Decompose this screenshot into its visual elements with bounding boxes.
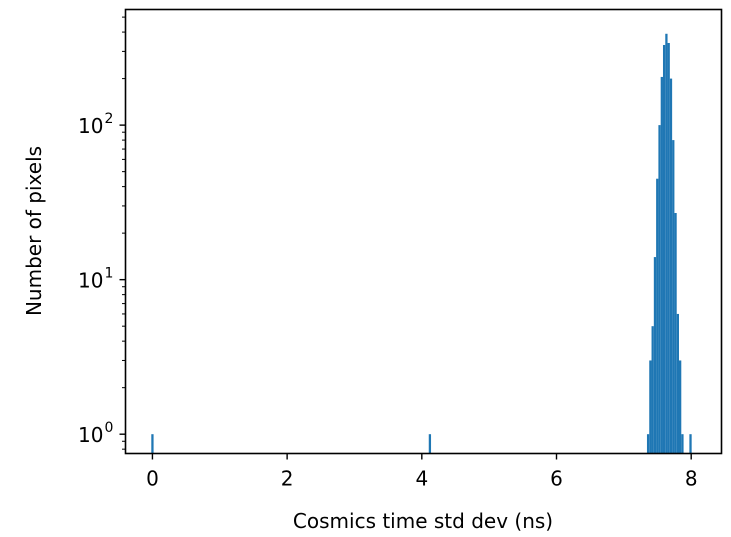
histogram-bar	[672, 140, 675, 454]
histogram-bar	[674, 213, 677, 454]
histogram-bar	[679, 360, 682, 454]
histogram-bar	[667, 42, 670, 454]
x-axis-ticks: 0 2 4 6 8	[146, 453, 698, 491]
histogram-bar	[428, 434, 432, 454]
y-tick-exponent: 2	[105, 111, 114, 127]
histogram-bars	[151, 33, 692, 454]
y-tick-label: 10	[78, 269, 103, 293]
x-axis-label: Cosmics time std dev (ns)	[293, 509, 553, 533]
histogram-bar	[658, 125, 661, 454]
histogram-bar	[649, 360, 652, 454]
histogram-bar	[656, 178, 659, 454]
histogram-bar	[653, 257, 657, 454]
histogram-bar	[676, 313, 679, 454]
x-tick-label: 2	[281, 467, 294, 491]
y-tick-label: 10	[78, 114, 103, 138]
histogram-bar	[660, 76, 663, 454]
x-tick-label: 4	[415, 467, 428, 491]
histogram-bar	[651, 326, 654, 454]
y-axis-label: Number of pixels	[22, 146, 46, 316]
histogram-bar	[665, 33, 668, 454]
y-axis-minor-ticks	[122, 16, 126, 450]
histogram-bar	[689, 434, 692, 454]
y-tick-label: 10	[78, 423, 103, 447]
histogram-bar	[681, 434, 684, 454]
x-tick-label: 6	[550, 467, 563, 491]
x-tick-label: 0	[146, 467, 159, 491]
y-tick-exponent: 1	[105, 266, 114, 282]
histogram-bar	[669, 78, 673, 454]
x-tick-label: 8	[685, 467, 698, 491]
histogram-bar	[662, 44, 666, 454]
y-tick-exponent: 0	[105, 420, 114, 436]
histogram-bar	[646, 434, 650, 454]
plot-area-frame	[124, 8, 723, 455]
histogram-bar	[151, 434, 154, 454]
